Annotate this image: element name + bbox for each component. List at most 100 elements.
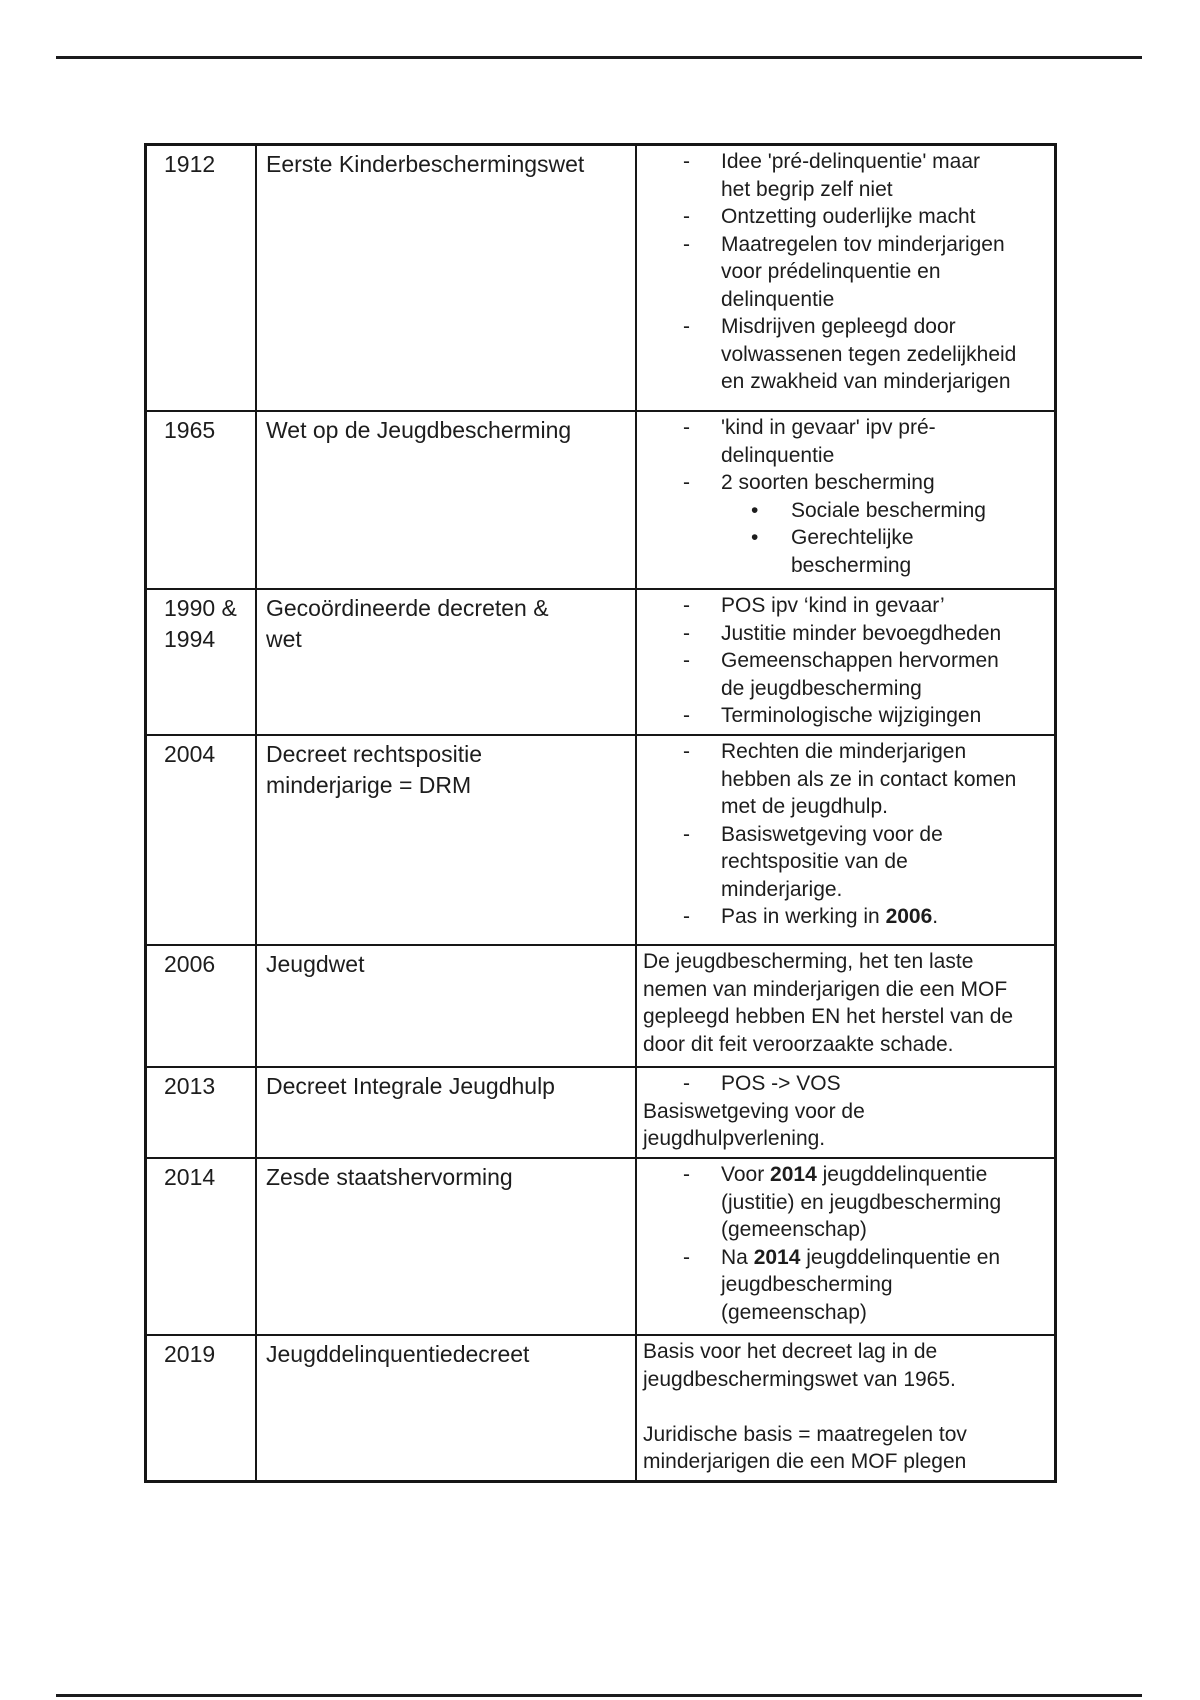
item-text: Basiswetgeving voor de rechtspositie van… (721, 821, 1046, 904)
text-segment: Basiswetgeving voor de jeugdhulpverlenin… (643, 1099, 865, 1151)
bullet-item: - Ontzetting ouderlijke macht (643, 203, 1046, 231)
table-row: 2013 Decreet Integrale Jeugdhulp - POS -> V… (147, 1068, 1054, 1159)
text-segment: Ontzetting ouderlijke macht (721, 205, 976, 228)
table-row: 2019 Jeugddelinquentiedecreet Basis voor h… (147, 1336, 1054, 1480)
item-text: 2 soorten bescherming (721, 469, 1046, 497)
table-row: 1965 Wet op de Jeugdbescherming - 'kind in … (147, 412, 1054, 590)
text-segment: jeugddelinquentie (justitie) en jeugdbes… (721, 1163, 1002, 1241)
item-text: Gemeenschappen hervormen de jeugdbescher… (721, 647, 1046, 702)
item-text: Terminologische wijzigingen (721, 702, 1046, 730)
bullet-item: - Basiswetgeving voor de rechtspositie va… (643, 821, 1046, 904)
bullet-item: - Voor 2014 jeugddelinquentie (justitie) … (643, 1161, 1046, 1244)
item-text: POS -> VOS (721, 1070, 1046, 1098)
dash-marker: - (683, 232, 690, 256)
year-cell: 2004 (147, 736, 257, 944)
blank-line (643, 1393, 1046, 1421)
law-cell: Wet op de Jeugdbescherming (257, 412, 637, 588)
dash-marker: - (683, 205, 690, 228)
text-segment: Rechten die minderjarigen hebben als ze … (721, 740, 1017, 818)
dash-marker: - (683, 1072, 690, 1095)
year-cell: 2014 (147, 1159, 257, 1334)
bold-text: 2006 (885, 905, 933, 928)
dash-marker: - (683, 1245, 690, 1269)
sub-bullet-item: • Sociale bescherming (643, 497, 1046, 525)
bullet-item: - Terminologische wijzigingen (643, 702, 1046, 730)
item-text: 'kind in gevaar' ipv pré- delinquentie (721, 414, 1046, 469)
item-text: Pas in werking in 2006. (721, 903, 1046, 931)
text-segment: Sociale bescherming (791, 498, 986, 522)
text-segment: 2 soorten bescherming (721, 471, 935, 494)
text-segment: Gerechtelijke bescherming (791, 526, 914, 577)
bullet-item: - Na 2014 jeugddelinquentie en jeugdbesch… (643, 1244, 1046, 1327)
text-segment: Na (721, 1245, 754, 1269)
dot-marker: • (751, 498, 759, 522)
item-text: Misdrijven gepleegd door volwassenen teg… (721, 313, 1046, 396)
year-cell: 1912 (147, 146, 257, 410)
year-cell: 2019 (147, 1336, 257, 1480)
text-segment: Juridische basis = maatregelen tov minde… (643, 1422, 967, 1474)
bottom-horizontal-rule (56, 1694, 1142, 1697)
bullet-item: - POS -> VOS (643, 1070, 1046, 1098)
details-cell: De jeugdbescherming, het ten laste nemen… (637, 946, 1054, 1066)
item-text: Idee 'pré-delinquentie' maar het begrip … (721, 148, 1046, 203)
dash-marker: - (683, 150, 690, 173)
bold-text: 2014 (753, 1245, 801, 1269)
bullet-item: - Gemeenschappen hervormen de jeugdbesche… (643, 647, 1046, 702)
text-segment: Justitie minder bevoegdheden (721, 621, 1002, 645)
dash-marker: - (683, 649, 690, 672)
bullet-item: - Justitie minder bevoegdheden (643, 620, 1046, 648)
paragraph: De jeugdbescherming, het ten laste nemen… (643, 948, 1046, 1058)
text-segment: Voor (721, 1163, 771, 1186)
details-cell: -'kind in gevaar' ipv pré- delinquentie -… (637, 412, 1054, 588)
table-row: 2014 Zesde staatshervorming - Voor 2014 jeu… (147, 1159, 1054, 1336)
year-cell: 2006 (147, 946, 257, 1066)
item-text: Ontzetting ouderlijke macht (721, 203, 1046, 231)
dash-marker: - (683, 740, 690, 763)
dot-marker: • (751, 526, 759, 549)
dash-marker: - (683, 594, 690, 617)
text-segment: . (932, 905, 939, 928)
bullet-item: - Maatregelen tov minderjarigen voor préd… (643, 231, 1046, 314)
sub-bullet-item: • Gerechtelijke bescherming (643, 524, 1046, 579)
bold-text: 2014 (770, 1163, 817, 1186)
details-cell: - Voor 2014 jeugddelinquentie (justitie) … (637, 1159, 1054, 1334)
dash-marker: - (683, 315, 690, 338)
bullet-item: - Pas in werking in 2006. (643, 903, 1046, 931)
bullet-item: - POS ipv ‘kind in gevaar’ (643, 592, 1046, 620)
law-cell: Zesde staatshervorming (257, 1159, 637, 1334)
text-segment: Misdrijven gepleegd door volwassenen teg… (721, 315, 1017, 393)
dash-marker: - (683, 416, 690, 439)
bullet-item: - Rechten die minderjarigen hebben als ze… (643, 738, 1046, 821)
details-cell: - POS -> VOS Basiswetgeving voor de jeugdh… (637, 1068, 1054, 1157)
text-segment: Maatregelen tov minderjarigen voor préde… (721, 232, 1005, 311)
dash-marker: - (683, 1163, 690, 1186)
bullet-item: - 'kind in gevaar' ipv pré- delinquentie (643, 414, 1046, 469)
paragraph: Juridische basis = maatregelen tov minde… (643, 1421, 1046, 1476)
top-horizontal-rule (56, 56, 1142, 59)
year-cell: 1965 (147, 412, 257, 588)
law-cell: Decreet Integrale Jeugdhulp (257, 1068, 637, 1157)
details-cell: - POS ipv ‘kind in gevaar’ - Justitie minde… (637, 590, 1054, 734)
year-cell: 1990 & 1994 (147, 590, 257, 734)
item-text: Justitie minder bevoegdheden (721, 620, 1046, 648)
text-segment: Terminologische wijzigingen (721, 704, 982, 727)
legislation-table: 1912 Eerste Kinderbeschermingswet - Idee 'p… (144, 143, 1057, 1483)
text-segment: POS ipv ‘kind in gevaar’ (721, 594, 945, 617)
bullet-item: - Idee 'pré-delinquentie' maar het begrip… (643, 148, 1046, 203)
text-segment: POS -> VOS (721, 1072, 841, 1095)
dash-marker: - (683, 471, 690, 494)
text-segment: Pas in werking in (721, 905, 886, 928)
table-row: 2004 Decreet rechtspositie minderjarige =… (147, 736, 1054, 946)
dash-marker: - (683, 905, 690, 928)
text-segment: Basiswetgeving voor de rechtspositie van… (721, 822, 943, 901)
year-cell: 2013 (147, 1068, 257, 1157)
text-segment: jeugddelinquentie en jeugdbescherming (g… (721, 1245, 1001, 1324)
text-segment: 'kind in gevaar' ipv pré- delinquentie (721, 416, 936, 467)
item-text: POS ipv ‘kind in gevaar’ (721, 592, 1046, 620)
text-segment: Idee 'pré-delinquentie' maar het begrip … (721, 150, 981, 201)
item-text: Maatregelen tov minderjarigen voor préde… (721, 231, 1046, 314)
bullet-item: - 2 soorten bescherming (643, 469, 1046, 497)
text-segment: Basis voor het decreet lag in de jeugdbe… (643, 1340, 956, 1391)
dash-marker: - (683, 621, 690, 645)
